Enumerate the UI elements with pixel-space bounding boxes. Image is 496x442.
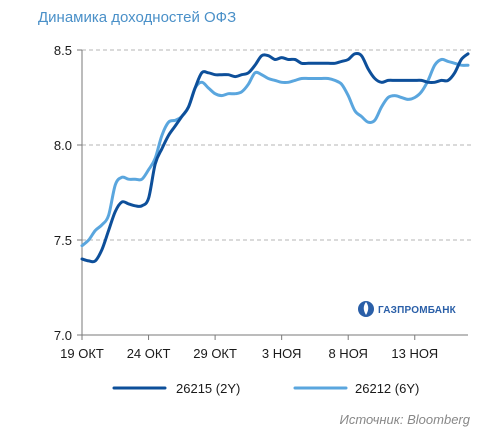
- chart-title: Динамика доходностей ОФЗ: [38, 9, 237, 26]
- y-tick-label-1: 7.5: [54, 233, 72, 248]
- x-tick-label-3: 3 НОЯ: [262, 346, 301, 361]
- series-line-26215: [80, 51, 470, 264]
- gazprombank-logo-text: ГАЗПРОМБАНК: [378, 305, 457, 316]
- source-note: Источник: Bloomberg: [339, 412, 470, 427]
- gazprombank-logo: ГАЗПРОМБАНК: [358, 301, 457, 317]
- y-tick-label-3: 8.5: [54, 43, 72, 58]
- x-tick-label-0: 19 ОКТ: [60, 346, 104, 361]
- legend-label-26215: 26215 (2Y): [176, 381, 240, 396]
- y-axis: 7.0 7.5 8.0 8.5: [54, 43, 83, 343]
- series-line-26212: [80, 57, 470, 248]
- x-tick-label-5: 13 НОЯ: [391, 346, 438, 361]
- x-tick-label-2: 29 ОКТ: [193, 346, 237, 361]
- series-layer: [80, 51, 470, 264]
- legend-label-26212: 26212 (6Y): [355, 381, 419, 396]
- x-axis: 19 ОКТ 24 ОКТ 29 ОКТ 3 НОЯ 8 НОЯ 13 НОЯ: [60, 334, 468, 361]
- y-tick-label-2: 8.0: [54, 138, 72, 153]
- flame-icon: [363, 302, 369, 315]
- grid-layer: [82, 49, 472, 241]
- y-tick-label-0: 7.0: [54, 328, 72, 343]
- x-tick-label-1: 24 ОКТ: [127, 346, 171, 361]
- x-tick-label-4: 8 НОЯ: [328, 346, 367, 361]
- legend: 26215 (2Y) 26212 (6Y): [112, 381, 419, 396]
